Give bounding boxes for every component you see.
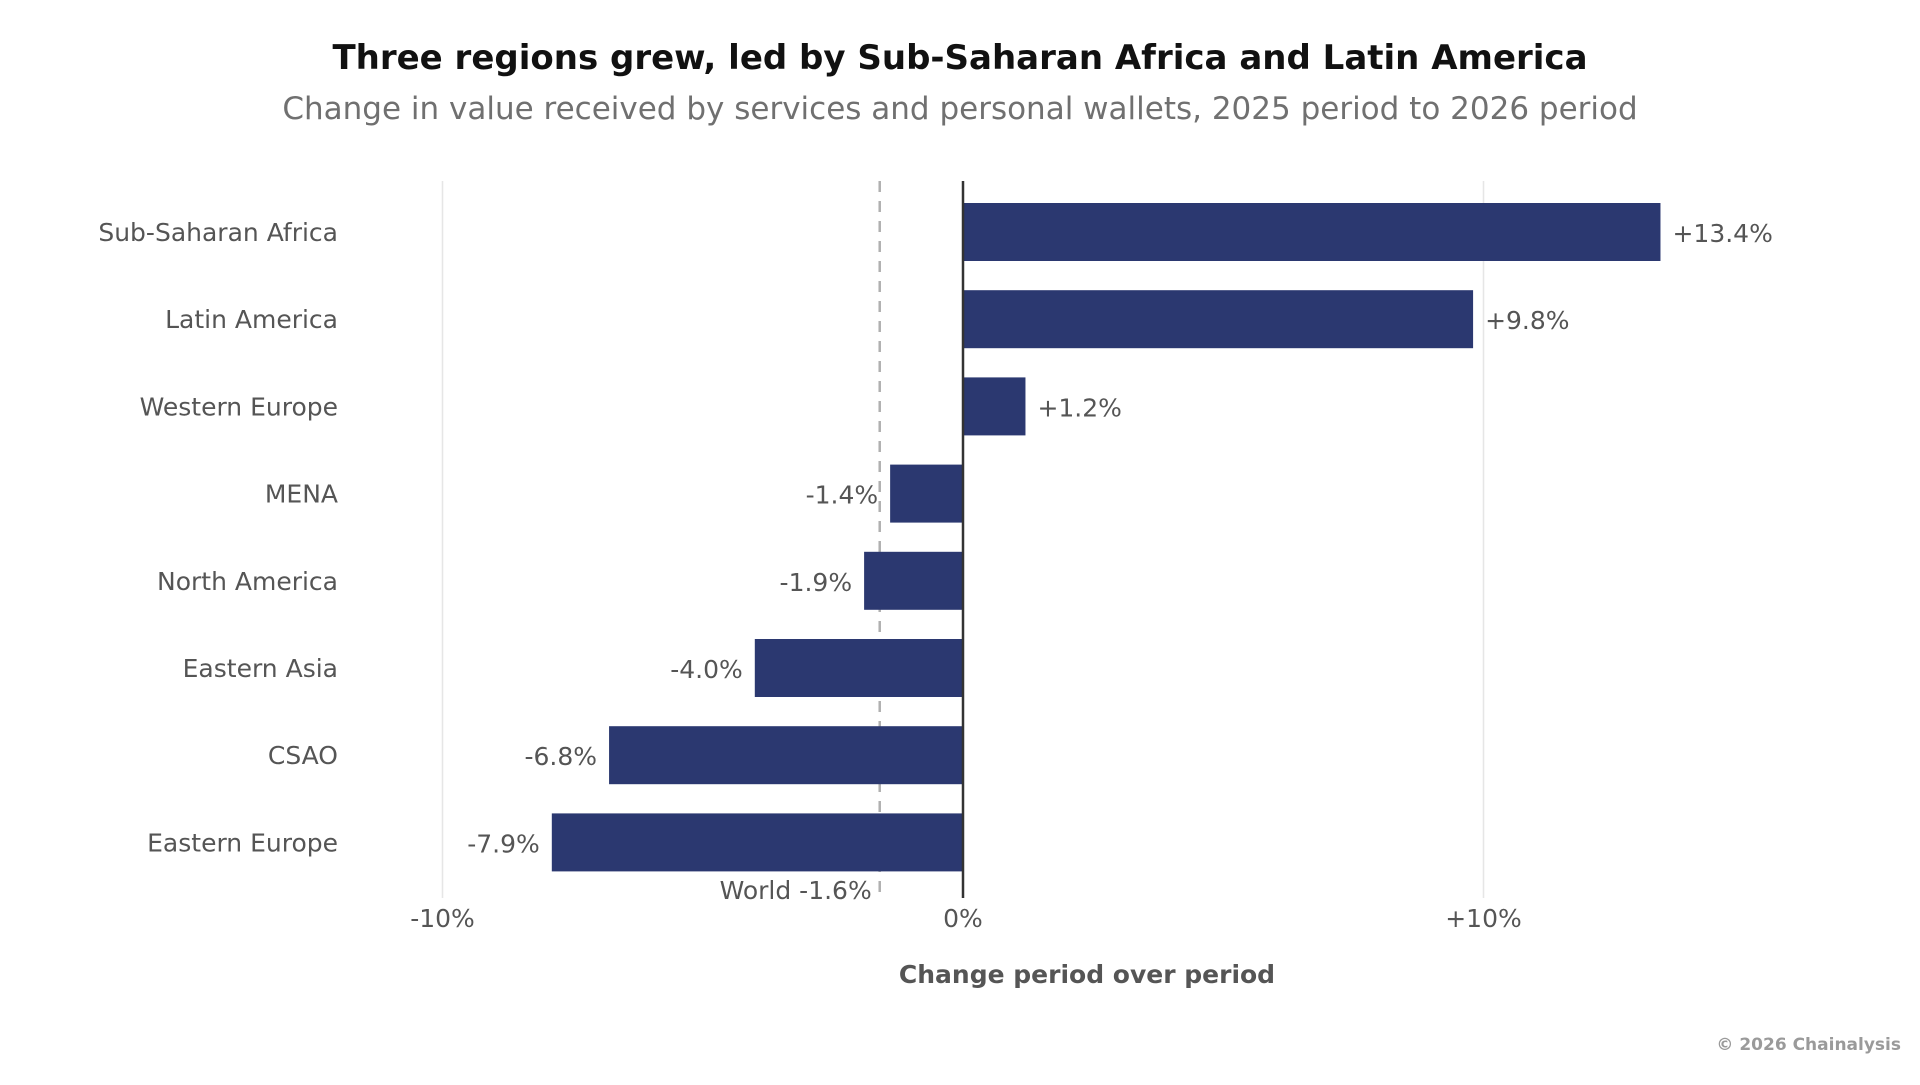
bar bbox=[963, 377, 1026, 436]
bar bbox=[963, 203, 1661, 261]
chart-title: Three regions grew, led by Sub-Saharan A… bbox=[332, 38, 1588, 78]
x-tick-label: -10% bbox=[410, 904, 475, 933]
x-tick-label: +10% bbox=[1445, 904, 1522, 933]
world-reference-label: World -1.6% bbox=[720, 876, 872, 905]
x-tick-label: 0% bbox=[943, 904, 983, 933]
value-label: +1.2% bbox=[1037, 393, 1121, 422]
category-label: Latin America bbox=[165, 305, 338, 334]
value-label: +9.8% bbox=[1485, 306, 1569, 335]
bar bbox=[963, 290, 1474, 349]
value-label: +13.4% bbox=[1672, 219, 1772, 248]
chart-subtitle: Change in value received by services and… bbox=[282, 91, 1638, 127]
x-axis-title: Change period over period bbox=[899, 960, 1275, 989]
labels: -10% 0% +10% World -1.6% Sub-Saharan Africa +… bbox=[98, 218, 1773, 933]
value-label: -1.4% bbox=[806, 481, 879, 510]
grid-lines bbox=[441, 181, 1485, 898]
bars bbox=[551, 203, 1661, 872]
bar bbox=[551, 813, 963, 872]
category-label: MENA bbox=[265, 480, 338, 509]
value-label: -7.9% bbox=[467, 829, 540, 858]
category-label: Eastern Asia bbox=[183, 654, 338, 683]
category-label: CSAO bbox=[268, 741, 338, 770]
category-label: Western Europe bbox=[140, 392, 338, 421]
copyright-credit: © 2026 Chainalysis bbox=[1716, 1035, 1901, 1055]
category-label: Eastern Europe bbox=[147, 828, 338, 857]
bar bbox=[864, 551, 963, 610]
bar bbox=[754, 639, 963, 697]
bar bbox=[890, 464, 963, 523]
category-label: North America bbox=[157, 567, 338, 596]
category-label: Sub-Saharan Africa bbox=[98, 218, 338, 247]
value-label: -1.9% bbox=[780, 568, 853, 597]
value-label: -4.0% bbox=[670, 655, 743, 684]
bar bbox=[609, 726, 963, 785]
value-label: -6.8% bbox=[525, 742, 598, 771]
